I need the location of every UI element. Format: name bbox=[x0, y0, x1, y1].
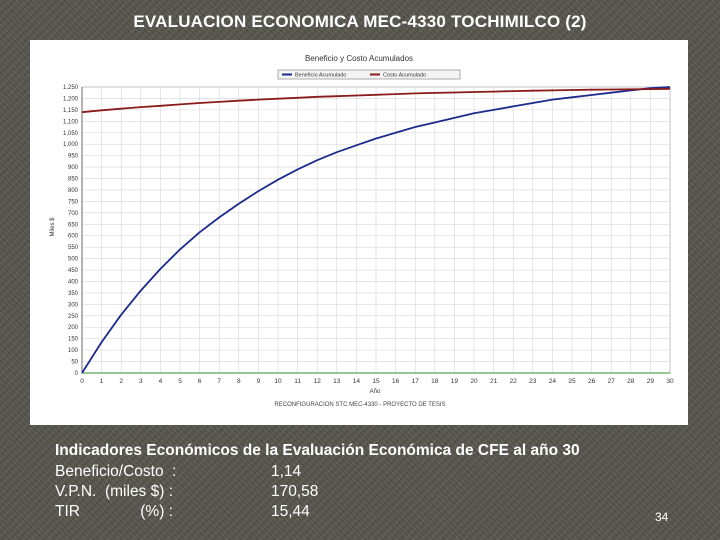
x-tick-label: 27 bbox=[608, 378, 616, 385]
series-line-costo bbox=[81, 87, 671, 114]
y-tick-label: 950 bbox=[68, 154, 79, 160]
x-tick-label: 15 bbox=[372, 378, 380, 385]
y-tick-label: 650 bbox=[68, 222, 79, 228]
indicator-value: 1,14 bbox=[271, 463, 302, 480]
chart-grid bbox=[81, 86, 671, 374]
x-tick-label: 21 bbox=[490, 378, 498, 385]
y-tick-label: 750 bbox=[68, 199, 79, 205]
y-tick-label: 250 bbox=[68, 314, 79, 320]
y-tick-label: 450 bbox=[68, 268, 79, 274]
y-tick-label: 0 bbox=[75, 371, 79, 377]
x-tick-label: 26 bbox=[588, 378, 596, 385]
chart-tick-labels: 0501001502002503003504004505005506006507… bbox=[63, 85, 674, 385]
legend-label: Costo Acumulado bbox=[383, 73, 426, 79]
y-tick-label: 200 bbox=[68, 325, 79, 331]
x-tick-label: 10 bbox=[274, 378, 282, 385]
x-tick-label: 11 bbox=[294, 378, 301, 385]
y-tick-label: 400 bbox=[68, 279, 79, 285]
x-tick-label: 9 bbox=[257, 378, 261, 385]
y-tick-label: 500 bbox=[68, 257, 79, 263]
x-tick-label: 5 bbox=[178, 378, 182, 385]
y-tick-label: 1,250 bbox=[63, 85, 79, 91]
y-tick-label: 700 bbox=[68, 211, 79, 217]
indicator-row-vpn: V.P.N. (miles $) : 170,58 bbox=[55, 482, 580, 502]
series-line-beneficio bbox=[81, 86, 671, 374]
y-tick-label: 300 bbox=[68, 302, 79, 308]
x-tick-label: 24 bbox=[549, 378, 557, 385]
x-tick-label: 14 bbox=[353, 378, 361, 385]
legend-label: Beneficio Acumulado bbox=[295, 73, 346, 79]
x-tick-label: 2 bbox=[119, 378, 123, 385]
y-axis-label: Miles $ bbox=[50, 217, 56, 237]
indicators-heading: Indicadores Económicos de la Evaluación … bbox=[55, 442, 580, 459]
x-tick-label: 22 bbox=[510, 378, 518, 385]
x-tick-label: 18 bbox=[431, 378, 439, 385]
x-tick-label: 4 bbox=[159, 378, 163, 385]
accumulated-benefit-cost-chart: 0501001502002503003504004505005506006507… bbox=[50, 54, 674, 408]
y-tick-label: 1,100 bbox=[63, 119, 79, 125]
chart-legend: Beneficio Acumulado Costo Acumulado bbox=[277, 69, 461, 80]
y-tick-label: 50 bbox=[71, 360, 78, 366]
x-tick-label: 30 bbox=[666, 378, 674, 385]
x-tick-label: 0 bbox=[80, 378, 84, 385]
indicator-row-benefit-cost: Beneficio/Costo : 1,14 bbox=[55, 462, 580, 482]
chart-footer: RECONFIGURACION STC MEC-4330 - PROYECTO … bbox=[274, 402, 445, 408]
y-tick-label: 1,050 bbox=[63, 131, 79, 137]
chart-series bbox=[81, 86, 671, 374]
indicator-label: TIR (%) : bbox=[55, 503, 173, 520]
x-tick-label: 28 bbox=[627, 378, 635, 385]
chart-title: Beneficio y Costo Acumulados bbox=[305, 54, 413, 63]
indicator-label: V.P.N. (miles $) : bbox=[55, 483, 174, 500]
y-tick-label: 900 bbox=[68, 165, 79, 171]
indicator-value: 15,44 bbox=[271, 503, 310, 520]
x-tick-label: 20 bbox=[470, 378, 478, 385]
x-tick-label: 16 bbox=[392, 378, 400, 385]
y-tick-label: 550 bbox=[68, 245, 79, 251]
x-tick-label: 29 bbox=[647, 378, 655, 385]
x-tick-label: 1 bbox=[100, 378, 104, 385]
x-axis-label: Año bbox=[370, 389, 381, 395]
x-tick-label: 3 bbox=[139, 378, 143, 385]
y-tick-label: 1,200 bbox=[63, 96, 79, 102]
x-tick-label: 12 bbox=[314, 378, 322, 385]
y-tick-label: 1,150 bbox=[63, 108, 79, 114]
indicator-row-tir: TIR (%) : 15,44 bbox=[55, 502, 580, 522]
indicator-label: Beneficio/Costo : bbox=[55, 463, 177, 480]
x-tick-label: 23 bbox=[529, 378, 537, 385]
x-tick-label: 7 bbox=[217, 378, 221, 385]
x-tick-label: 19 bbox=[451, 378, 459, 385]
economic-indicators: Indicadores Económicos de la Evaluación … bbox=[55, 442, 580, 522]
x-tick-label: 13 bbox=[333, 378, 341, 385]
y-tick-label: 600 bbox=[68, 234, 79, 240]
y-tick-label: 850 bbox=[68, 177, 79, 183]
x-tick-label: 17 bbox=[412, 378, 420, 385]
chart-axes bbox=[81, 87, 670, 374]
chart-panel: 0 50 100 150 200 250 300 350 400 450 500 550 600 650 7… bbox=[30, 40, 688, 425]
y-tick-label: 350 bbox=[68, 291, 79, 297]
y-tick-label: 1,000 bbox=[63, 142, 79, 148]
y-tick-label: 800 bbox=[68, 188, 79, 194]
page-number: 34 bbox=[655, 510, 669, 524]
y-tick-label: 150 bbox=[68, 337, 79, 343]
x-tick-label: 25 bbox=[568, 378, 576, 385]
indicator-value: 170,58 bbox=[271, 483, 319, 500]
y-tick-label: 100 bbox=[68, 348, 79, 354]
legend-box bbox=[277, 69, 461, 80]
x-tick-label: 8 bbox=[237, 378, 241, 385]
slide-title: EVALUACION ECONOMICA MEC-4330 TOCHIMILCO… bbox=[133, 12, 587, 31]
x-tick-label: 6 bbox=[198, 378, 202, 385]
